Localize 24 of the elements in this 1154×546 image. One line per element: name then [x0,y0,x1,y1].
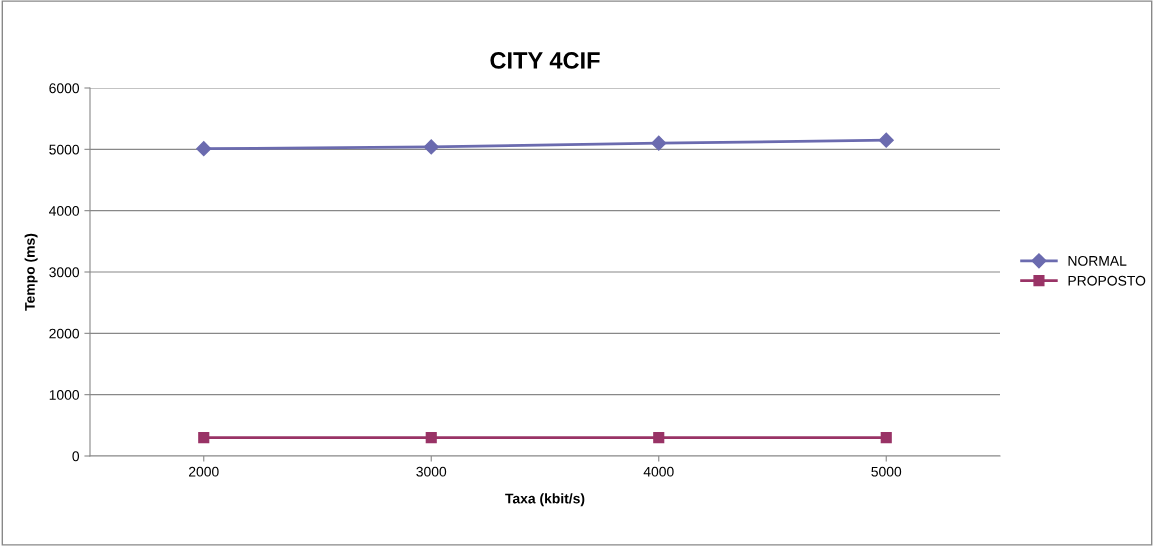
point [423,139,439,155]
y-tick-label: 5000 [49,144,80,155]
y-axis-title: Tempo (ms) [24,233,38,311]
x-tick-label: 3000 [416,466,447,477]
legend-label: PROPOSTO [1068,275,1146,286]
y-tick-label: 0 [72,451,80,462]
y-tick-label: 3000 [49,267,80,278]
point [425,432,437,444]
point [651,135,667,151]
point [878,132,894,148]
x-tick-label: 2000 [189,466,219,477]
point [198,432,210,444]
y-tick-label: 4000 [49,206,80,216]
x-tick-label: 5000 [871,466,902,477]
x-tick-label: 4000 [643,466,674,477]
point [880,432,892,444]
point [653,432,665,444]
y-tick-label: 1000 [49,390,80,400]
legend-label: NORMAL [1068,255,1127,266]
x-axis-title: Taxa (kbit/s) [505,493,585,507]
y-tick-label: 6000 [49,83,80,94]
chart-title: CITY 4CIF [490,52,600,69]
y-tick-label: 2000 [49,328,80,339]
point [196,141,212,157]
